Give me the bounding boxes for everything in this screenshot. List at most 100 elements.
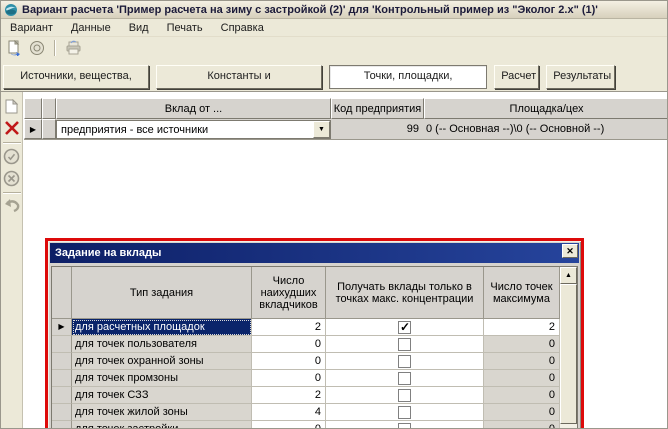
max-points-cell[interactable]: 0 (484, 336, 560, 353)
max-points-cell[interactable]: 0 (484, 404, 560, 421)
only-max-cell[interactable] (326, 353, 484, 370)
chevron-up-icon: ▲ (565, 272, 572, 279)
delete-record-icon[interactable] (2, 118, 22, 138)
vertical-scrollbar[interactable]: ▲ ▼ (560, 267, 577, 429)
worst-count-cell[interactable]: 0 (252, 353, 326, 370)
task-type-cell[interactable]: для точек промзоны (72, 370, 252, 387)
tab-constants[interactable]: Константы и метеопараметры (156, 65, 322, 89)
table-row[interactable]: ▶ для точек охранной зоны 0 0 (52, 353, 577, 370)
max-points-cell[interactable]: 0 (484, 353, 560, 370)
only-max-checkbox[interactable] (398, 423, 411, 429)
header-worst-count: Число наихудших вкладчиков (252, 267, 326, 319)
row-selector[interactable]: ▶ (52, 370, 72, 387)
current-row-marker: ▶ (58, 319, 64, 335)
grid-header-contribution[interactable]: Вклад от ... (56, 98, 331, 119)
menu-view[interactable]: Вид (120, 20, 158, 36)
dialog-titlebar[interactable]: Задание на вклады (50, 243, 579, 263)
table-row[interactable]: ▶ для точек жилой зоны 4 0 (52, 404, 577, 421)
header-task-type: Тип задания (72, 267, 252, 319)
worst-count-cell[interactable]: 4 (252, 404, 326, 421)
tab-points-areas[interactable]: Точки, площадки, вкладчики (329, 65, 487, 89)
worst-count-cell[interactable]: 2 (252, 319, 326, 336)
row-selector[interactable]: ▶ (52, 319, 72, 336)
worst-count-cell[interactable]: 0 (252, 421, 326, 429)
site-value: 0 (-- Основная --)\0 (-- Основной --) (426, 119, 668, 139)
row-selector[interactable]: ▶ (24, 119, 42, 139)
window-titlebar: Вариант расчета 'Пример расчета на зиму … (1, 1, 668, 19)
grid-row[interactable]: ▶ предприятия - все источники ▼ 99 0 (--… (24, 119, 668, 140)
table-row[interactable]: ▶ для расчетных площадок 2 2 (52, 319, 577, 336)
menu-help[interactable]: Справка (212, 20, 273, 36)
only-max-cell[interactable] (326, 336, 484, 353)
menu-data[interactable]: Данные (62, 20, 120, 36)
table-row[interactable]: ▶ для точек промзоны 0 0 (52, 370, 577, 387)
dialog-title: Задание на вклады (55, 247, 161, 259)
app-icon (4, 3, 18, 17)
max-points-cell[interactable]: 0 (484, 370, 560, 387)
tab-bar: Источники, вещества, фон Константы и мет… (1, 59, 668, 91)
application-window: Вариант расчета 'Пример расчета на зиму … (0, 0, 668, 429)
new-record-icon[interactable] (2, 96, 22, 116)
close-icon: ✕ (566, 247, 574, 256)
task-type-cell[interactable]: для точек СЗЗ (72, 387, 252, 404)
grid-header-enterprise-code[interactable]: Код предприятия (331, 98, 424, 119)
dialog-close-button[interactable]: ✕ (562, 244, 578, 258)
combobox-dropdown-button[interactable]: ▼ (313, 121, 330, 138)
side-toolbar (1, 92, 23, 429)
only-max-cell[interactable] (326, 319, 484, 336)
side-toolbar-separator (3, 192, 21, 194)
row-selector[interactable]: ▶ (52, 353, 72, 370)
grid-header-site[interactable]: Площадка/цех (424, 98, 668, 119)
task-type-cell[interactable]: для точек пользователя (72, 336, 252, 353)
row-selector[interactable]: ▶ (52, 387, 72, 404)
row-selector[interactable]: ▶ (52, 421, 72, 429)
table-row[interactable]: ▶ для точек пользователя 0 0 (52, 336, 577, 353)
only-max-checkbox[interactable] (398, 372, 411, 385)
copy-variant-icon[interactable] (5, 39, 23, 57)
max-points-cell[interactable]: 0 (484, 387, 560, 404)
dialog-table-header: Тип задания Число наихудших вкладчиков П… (52, 267, 577, 319)
only-max-checkbox[interactable] (398, 355, 411, 368)
only-max-checkbox[interactable] (398, 406, 411, 419)
grid-header-gap (42, 98, 56, 119)
worst-count-cell[interactable]: 2 (252, 387, 326, 404)
worst-count-cell[interactable]: 0 (252, 336, 326, 353)
scroll-up-button[interactable]: ▲ (560, 267, 577, 284)
max-points-cell[interactable]: 2 (484, 319, 560, 336)
task-type-cell[interactable]: для точек застройки (72, 421, 252, 429)
worst-count-cell[interactable]: 0 (252, 370, 326, 387)
target-circle-icon[interactable] (28, 39, 46, 57)
only-max-cell[interactable] (326, 404, 484, 421)
menu-bar: Вариант Данные Вид Печать Справка (1, 19, 668, 37)
contributions-dialog: Задание на вклады ✕ Тип задания Число на… (45, 238, 584, 429)
scrollbar-thumb[interactable] (560, 284, 577, 424)
table-row[interactable]: ▶ для точек застройки 0 0 (52, 421, 577, 429)
cancel-icon[interactable] (2, 168, 22, 188)
max-points-cell[interactable]: 0 (484, 421, 560, 429)
only-max-cell[interactable] (326, 370, 484, 387)
only-max-checkbox[interactable] (398, 338, 411, 351)
only-max-checkbox[interactable] (398, 389, 411, 402)
only-max-cell[interactable] (326, 421, 484, 429)
task-type-cell[interactable]: для расчетных площадок (72, 319, 252, 336)
accept-icon[interactable] (2, 146, 22, 166)
window-title: Вариант расчета 'Пример расчета на зиму … (22, 4, 598, 16)
current-row-marker: ▶ (30, 125, 36, 134)
task-type-cell[interactable]: для точек охранной зоны (72, 353, 252, 370)
menu-print[interactable]: Печать (158, 20, 212, 36)
tab-calculation[interactable]: Расчет (494, 65, 539, 89)
printer-icon[interactable] (64, 39, 82, 57)
only-max-checkbox[interactable] (398, 321, 411, 334)
menu-variant[interactable]: Вариант (1, 20, 62, 36)
contribution-value: предприятия - все источники (57, 124, 313, 136)
tab-results[interactable]: Результаты (546, 65, 615, 89)
task-type-cell[interactable]: для точек жилой зоны (72, 404, 252, 421)
contribution-combobox[interactable]: предприятия - все источники ▼ (56, 120, 331, 139)
tab-sources[interactable]: Источники, вещества, фон (3, 65, 149, 89)
undo-icon[interactable] (2, 196, 22, 216)
row-selector[interactable]: ▶ (52, 336, 72, 353)
row-selector[interactable]: ▶ (52, 404, 72, 421)
only-max-cell[interactable] (326, 387, 484, 404)
table-row[interactable]: ▶ для точек СЗЗ 2 0 (52, 387, 577, 404)
toolbar-separator (54, 40, 56, 56)
